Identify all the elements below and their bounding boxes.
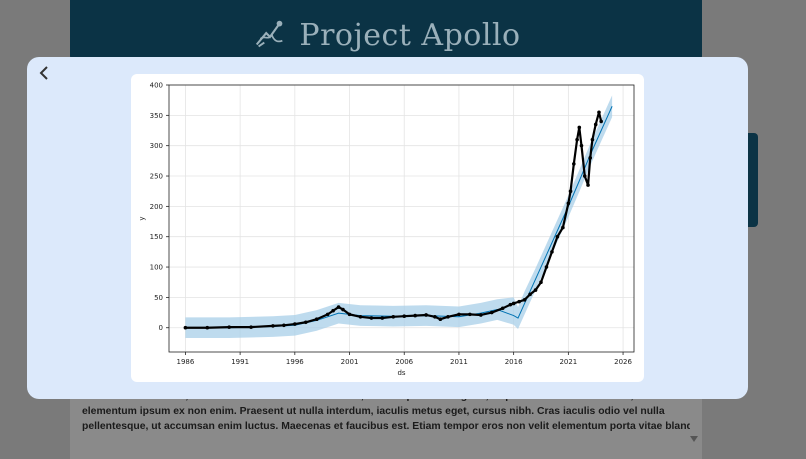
forecast-figure: 1986 1991 1996 2001 2006 2011 2016 2021 2026 0 50 1… <box>131 74 644 382</box>
actual-point <box>314 317 319 322</box>
actual-point <box>358 315 363 319</box>
actual-point <box>579 143 584 148</box>
actual-point <box>380 316 385 320</box>
actual-point <box>468 312 472 317</box>
actual-point <box>325 312 330 317</box>
actual-point <box>336 305 341 309</box>
x-tick-label: 2001 <box>341 358 359 366</box>
actual-point <box>561 225 565 230</box>
y-tick-label: 0 <box>159 324 163 332</box>
x-axis-label: ds <box>397 369 405 377</box>
actual-trace <box>185 111 603 329</box>
actual-point <box>555 234 560 239</box>
plot-frame <box>168 84 635 353</box>
uncertainty-band <box>185 95 613 339</box>
actual-point <box>572 162 576 166</box>
y-tick-label: 50 <box>154 294 163 302</box>
y-tick-label: 300 <box>150 142 163 150</box>
actual-point <box>271 324 275 328</box>
scroll-down-arrow-icon[interactable] <box>690 436 698 442</box>
actual-point <box>511 301 516 306</box>
actual-point <box>533 288 538 292</box>
body-line: elementum ipsum ex non enim. Praesent ut… <box>82 406 665 417</box>
actual-point <box>508 302 513 307</box>
actual-point <box>227 325 231 329</box>
actual-point <box>500 306 505 311</box>
x-tick-label: 2016 <box>505 358 523 366</box>
x-tick-label: 2011 <box>450 358 468 366</box>
actual-point <box>457 312 461 317</box>
actual-point <box>588 156 593 160</box>
actual-point <box>424 313 428 317</box>
y-tick-label: 150 <box>150 233 163 241</box>
actual-point <box>544 265 549 269</box>
actual-point <box>582 174 587 178</box>
x-tick-label: 1986 <box>176 358 194 366</box>
actual-point <box>205 325 210 330</box>
actual-point <box>433 315 437 319</box>
actual-point <box>391 315 396 319</box>
actual-point <box>331 308 335 313</box>
actual-point <box>249 325 253 329</box>
actual-point <box>550 250 554 254</box>
chevron-left-icon <box>39 66 48 80</box>
x-tick-label: 2021 <box>559 358 577 366</box>
x-tick-label: 1991 <box>231 358 249 366</box>
actual-point <box>446 315 450 319</box>
body-line: pellentesque, ut accumsan enim luctus. M… <box>82 421 690 432</box>
x-tick-label: 2006 <box>395 358 413 366</box>
actual-point <box>438 317 443 322</box>
y-tick-label: 100 <box>150 264 163 272</box>
actual-point <box>489 310 494 315</box>
actual-point <box>575 137 579 142</box>
actual-point <box>517 299 521 304</box>
actual-point <box>522 298 527 302</box>
actual-point <box>539 280 543 285</box>
actual-point <box>479 313 483 317</box>
actual-point <box>341 307 345 312</box>
actual-point <box>282 323 286 328</box>
actual-point <box>586 183 590 187</box>
actual-point <box>413 313 417 318</box>
x-tick-label: 1996 <box>286 358 304 366</box>
actual-point <box>593 122 598 127</box>
actual-point <box>402 314 407 318</box>
forecast-chart: 1986 1991 1996 2001 2006 2011 2016 2021 2026 0 50 1… <box>138 82 635 377</box>
header-banner: Project Apollo <box>70 0 702 70</box>
y-tick-label: 250 <box>150 173 163 181</box>
actual-point <box>303 320 308 325</box>
apollo-logo-icon <box>256 20 284 48</box>
y-axis-label: y <box>138 216 146 220</box>
actual-point <box>599 119 603 124</box>
back-button[interactable] <box>36 63 52 83</box>
actual-point <box>369 316 374 320</box>
actual-point <box>347 312 352 317</box>
forecast-line <box>185 106 613 329</box>
y-tick-label: 350 <box>150 112 163 120</box>
actual-point <box>577 125 582 130</box>
x-tick-label: 2026 <box>614 358 632 366</box>
actual-point <box>528 292 532 297</box>
actual-point <box>597 110 601 115</box>
brand-title: Project Apollo <box>299 17 521 53</box>
actual-point <box>590 137 595 142</box>
actual-point <box>183 325 188 330</box>
actual-point <box>568 189 573 193</box>
y-tick-label: 200 <box>150 203 163 211</box>
actual-point <box>293 322 297 326</box>
y-tick-label: 400 <box>150 82 163 90</box>
actual-point <box>566 201 571 206</box>
